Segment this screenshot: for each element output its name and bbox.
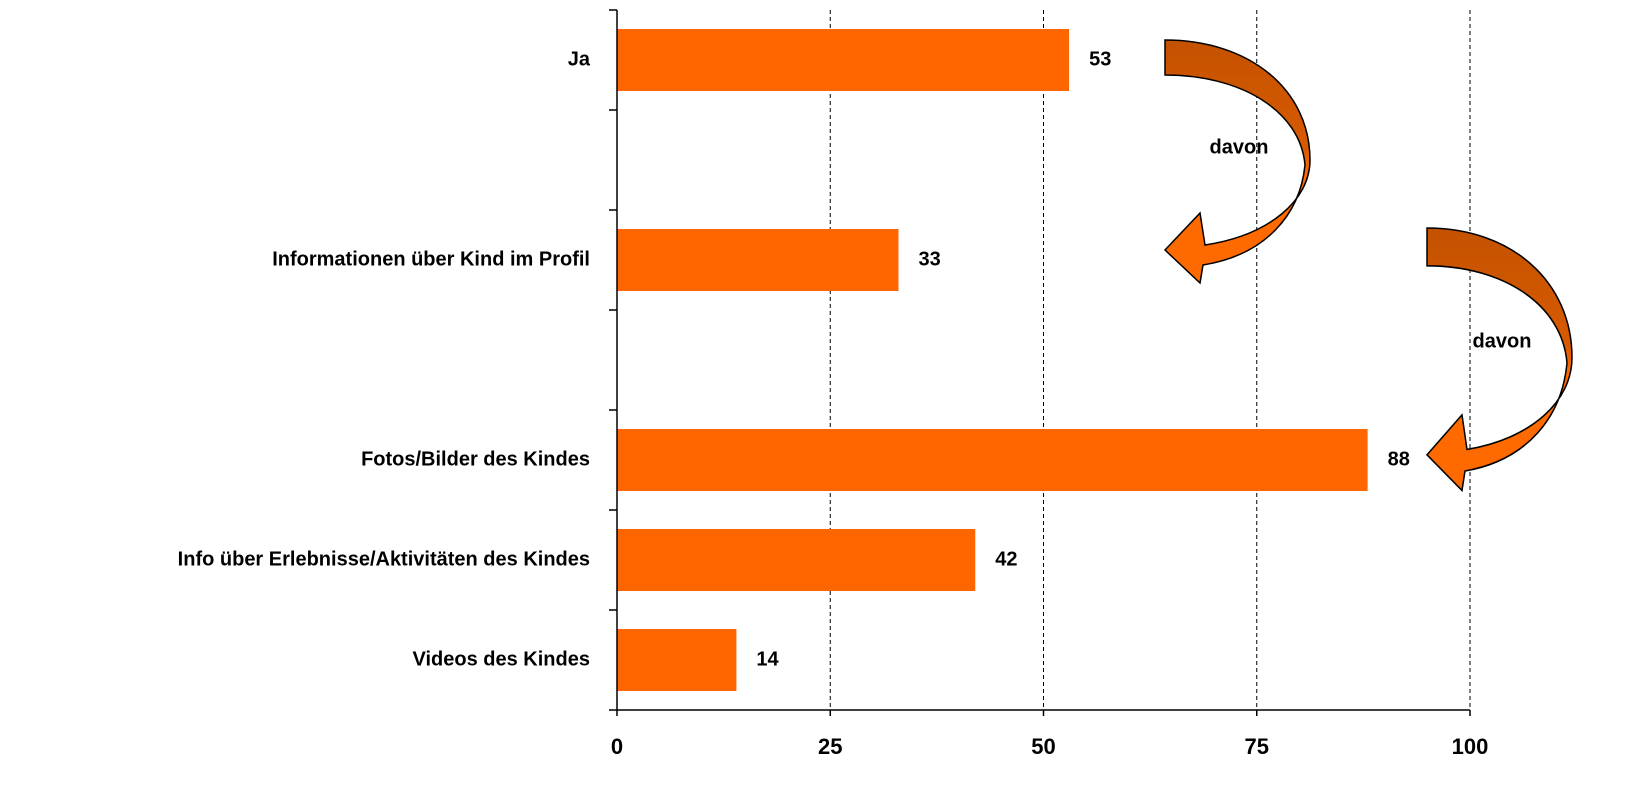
y-tick-label: Ja	[568, 48, 591, 70]
bar	[617, 629, 737, 691]
value-label: 33	[918, 248, 940, 270]
x-tick-label: 100	[1452, 734, 1489, 759]
bar	[617, 429, 1368, 491]
curved-arrow	[1425, 227, 1573, 493]
value-label: 42	[995, 548, 1017, 570]
curved-arrow	[1163, 39, 1311, 285]
bar	[617, 529, 976, 591]
y-tick-label: Informationen über Kind im Profil	[272, 248, 590, 270]
x-tick-label: 50	[1031, 734, 1055, 759]
y-tick-label: Info über Erlebnisse/Aktivitäten des Kin…	[178, 548, 590, 570]
annotation: davon	[1210, 136, 1269, 158]
bar	[617, 229, 899, 291]
value-label: 53	[1089, 48, 1111, 70]
value-label: 14	[756, 648, 779, 670]
annotation: davon	[1473, 330, 1532, 352]
x-tick-label: 0	[611, 734, 623, 759]
y-tick-label: Videos des Kindes	[413, 648, 590, 670]
value-label: 88	[1388, 448, 1410, 470]
x-tick-label: 25	[818, 734, 842, 759]
bar	[617, 29, 1070, 91]
y-tick-label: Fotos/Bilder des Kindes	[361, 448, 590, 470]
x-tick-label: 75	[1245, 734, 1269, 759]
